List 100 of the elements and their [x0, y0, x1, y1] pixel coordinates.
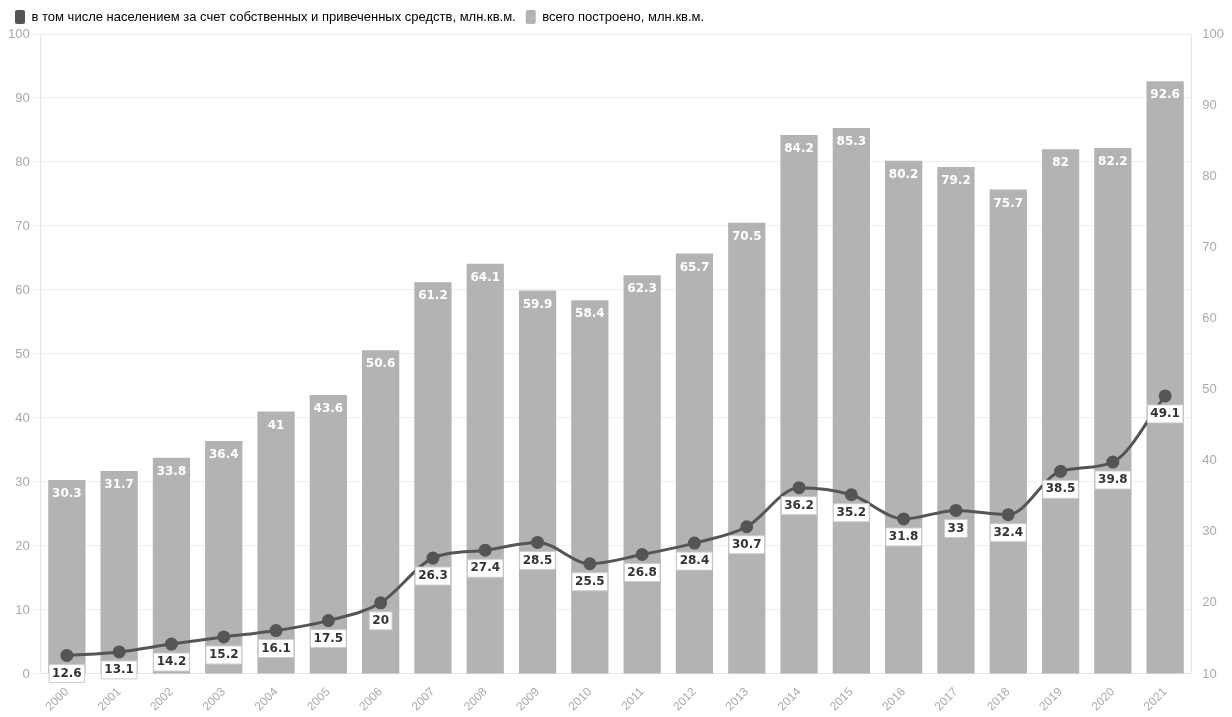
- data-label: 80.2: [888, 166, 919, 181]
- bar: [885, 160, 923, 674]
- data-label: 32.4: [993, 524, 1024, 539]
- bar: [362, 350, 400, 674]
- data-label: 12.6: [52, 665, 82, 680]
- data-label: 70.5: [731, 228, 762, 243]
- data-label: 84.2: [784, 141, 814, 156]
- data-label: 26.3: [418, 568, 448, 583]
- data-label: 75.7: [993, 195, 1024, 210]
- data-label: 49.1: [1150, 406, 1180, 421]
- bar: [257, 411, 295, 674]
- data-label: 31.8: [888, 529, 919, 544]
- point: [1001, 508, 1015, 522]
- data-label: 92.6: [1150, 87, 1180, 102]
- data-label: 59.9: [522, 296, 553, 311]
- point: [426, 551, 440, 565]
- data-label: 36.4: [208, 447, 239, 462]
- y2-tick-label: 30: [1202, 523, 1217, 539]
- data-label: 41: [267, 417, 285, 432]
- data-label: 62.3: [627, 281, 657, 296]
- y-tick-label: 30: [15, 473, 30, 489]
- data-label: 39.8: [1098, 472, 1128, 487]
- data-label: 20: [372, 612, 389, 627]
- point: [844, 488, 858, 502]
- y2-tick-label: 100: [1202, 25, 1225, 41]
- bar: [728, 222, 766, 674]
- bar: [1094, 147, 1132, 674]
- data-label: 27.4: [470, 560, 501, 575]
- y2-tick-label: 80: [1202, 167, 1217, 183]
- point: [478, 543, 492, 557]
- data-label: 26.8: [627, 564, 657, 579]
- point: [740, 520, 754, 534]
- point: [60, 648, 74, 662]
- bar: [1146, 81, 1184, 674]
- bar: [832, 128, 870, 674]
- y2-tick-label: 50: [1202, 381, 1217, 397]
- data-label: 15.2: [208, 647, 239, 662]
- data-label: 28.5: [522, 552, 553, 567]
- bar: [623, 275, 661, 674]
- point: [687, 536, 701, 550]
- bar: [937, 167, 975, 674]
- bar: [309, 394, 347, 674]
- data-label: 82.2: [1098, 154, 1128, 169]
- data-label: 61.2: [418, 288, 448, 303]
- data-label: 28.4: [679, 553, 710, 568]
- point: [217, 630, 231, 644]
- data-label: 36.2: [784, 497, 814, 512]
- data-label: 35.2: [836, 504, 867, 519]
- data-label: 30.7: [731, 536, 762, 551]
- y-tick-label: 10: [15, 601, 30, 617]
- data-label: 58.4: [575, 306, 605, 321]
- y-tick-label: 60: [15, 281, 30, 297]
- bar: [675, 253, 714, 674]
- y-tick-label: 50: [15, 345, 30, 361]
- bar: [989, 189, 1027, 674]
- data-label: 50.6: [365, 356, 396, 371]
- data-label: 16.1: [261, 640, 291, 655]
- y2-tick-label: 20: [1202, 594, 1217, 610]
- y2-tick-label: 60: [1202, 310, 1217, 325]
- bar: [205, 441, 243, 674]
- y2-tick-label: 90: [1202, 96, 1217, 112]
- data-label: 65.7: [679, 259, 710, 274]
- y-tick-label: 0: [22, 665, 30, 681]
- point: [374, 596, 388, 610]
- point: [635, 547, 649, 561]
- data-label: 43.6: [313, 401, 344, 416]
- y-tick-label: 20: [15, 537, 30, 553]
- point: [1054, 464, 1068, 478]
- y2-tick-label: 40: [1202, 452, 1217, 468]
- y2-tick-label: 10: [1202, 665, 1217, 681]
- point: [112, 645, 126, 659]
- data-label: 31.7: [104, 477, 134, 492]
- y-tick-label: 100: [7, 25, 30, 41]
- y-tick-label: 90: [15, 89, 30, 105]
- bar: [571, 300, 609, 674]
- bar: [466, 263, 504, 674]
- data-label: 33: [947, 520, 965, 535]
- point: [1106, 455, 1120, 469]
- data-label: 25.5: [575, 573, 605, 588]
- point: [583, 557, 597, 571]
- bar: [780, 135, 818, 674]
- data-label: 30.3: [52, 486, 82, 501]
- data-label: 64.1: [470, 269, 501, 284]
- point: [949, 503, 963, 517]
- point: [321, 614, 335, 628]
- point: [531, 535, 545, 549]
- y-tick-label: 80: [15, 153, 30, 169]
- data-label: 85.3: [836, 134, 867, 149]
- data-label: 82: [1052, 155, 1069, 170]
- y-tick-label: 70: [15, 217, 30, 233]
- data-label: 33.8: [156, 463, 187, 478]
- point: [1158, 389, 1172, 403]
- bar: [518, 290, 557, 674]
- bar: [414, 282, 452, 674]
- data-label: 38.5: [1045, 481, 1076, 496]
- point: [897, 512, 911, 526]
- point: [269, 624, 283, 638]
- y2-tick-label: 70: [1202, 238, 1217, 254]
- point: [164, 637, 178, 651]
- data-label: 79.2: [941, 173, 971, 188]
